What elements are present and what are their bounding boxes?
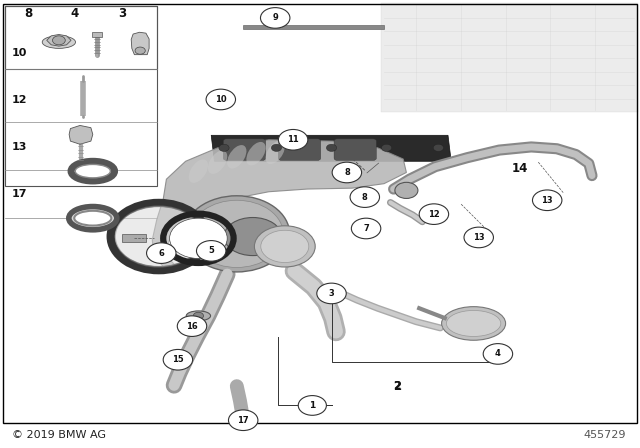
- Text: 10: 10: [215, 95, 227, 104]
- FancyBboxPatch shape: [278, 139, 321, 160]
- Text: 8: 8: [362, 193, 367, 202]
- Text: 7: 7: [364, 224, 369, 233]
- Circle shape: [381, 144, 392, 151]
- Polygon shape: [243, 25, 384, 29]
- Circle shape: [419, 204, 449, 224]
- Text: © 2019 BMW AG: © 2019 BMW AG: [12, 431, 106, 440]
- Ellipse shape: [76, 164, 111, 178]
- Text: 8: 8: [344, 168, 349, 177]
- Ellipse shape: [246, 142, 266, 165]
- Text: 11: 11: [287, 135, 299, 144]
- Circle shape: [317, 283, 346, 304]
- Text: 12: 12: [12, 95, 27, 105]
- Ellipse shape: [447, 310, 501, 336]
- Text: 13: 13: [12, 142, 27, 152]
- Text: 4: 4: [70, 7, 79, 20]
- Circle shape: [170, 218, 227, 258]
- Circle shape: [464, 227, 493, 248]
- Circle shape: [278, 129, 308, 150]
- Circle shape: [433, 144, 444, 151]
- Text: 13: 13: [473, 233, 484, 242]
- Bar: [92, 32, 102, 37]
- Ellipse shape: [442, 306, 506, 340]
- Circle shape: [193, 312, 204, 319]
- Circle shape: [177, 316, 207, 336]
- Circle shape: [52, 36, 65, 45]
- Bar: [5, 6, 157, 186]
- Polygon shape: [131, 32, 149, 55]
- Text: 1: 1: [309, 401, 316, 410]
- Ellipse shape: [189, 159, 208, 183]
- Polygon shape: [69, 125, 93, 144]
- Text: 15: 15: [172, 355, 184, 364]
- FancyBboxPatch shape: [334, 139, 376, 160]
- Text: 9: 9: [273, 13, 278, 22]
- Bar: [5, 6, 157, 69]
- Circle shape: [206, 89, 236, 110]
- Text: 14: 14: [511, 161, 528, 175]
- Polygon shape: [152, 140, 406, 269]
- Circle shape: [228, 410, 258, 431]
- Ellipse shape: [186, 311, 211, 321]
- Text: 5: 5: [208, 246, 214, 255]
- Text: 3: 3: [118, 7, 127, 20]
- Ellipse shape: [224, 218, 282, 255]
- Text: 13: 13: [541, 196, 553, 205]
- Polygon shape: [211, 135, 451, 161]
- Text: 16: 16: [186, 322, 198, 331]
- Ellipse shape: [184, 196, 290, 272]
- Ellipse shape: [208, 151, 227, 174]
- Circle shape: [271, 144, 282, 151]
- Text: 3: 3: [329, 289, 334, 298]
- Text: 12: 12: [428, 210, 440, 219]
- Text: 4: 4: [495, 349, 501, 358]
- Text: 455729: 455729: [584, 431, 626, 440]
- Circle shape: [350, 187, 380, 207]
- Circle shape: [163, 349, 193, 370]
- Text: 8: 8: [24, 7, 33, 20]
- Ellipse shape: [42, 36, 76, 48]
- Bar: [122, 234, 146, 242]
- Circle shape: [135, 47, 145, 54]
- Text: 2: 2: [393, 381, 401, 391]
- Polygon shape: [47, 34, 71, 46]
- Circle shape: [326, 144, 337, 151]
- Ellipse shape: [74, 211, 111, 225]
- Text: 2: 2: [393, 379, 401, 393]
- FancyBboxPatch shape: [223, 139, 266, 160]
- Circle shape: [115, 206, 202, 267]
- Circle shape: [532, 190, 562, 211]
- Circle shape: [483, 344, 513, 364]
- Ellipse shape: [227, 145, 246, 168]
- Ellipse shape: [191, 200, 284, 267]
- Text: 6: 6: [158, 249, 164, 258]
- Circle shape: [298, 396, 326, 415]
- Ellipse shape: [69, 207, 117, 230]
- Circle shape: [395, 182, 418, 198]
- Circle shape: [332, 162, 362, 183]
- Circle shape: [147, 243, 176, 263]
- Text: 10: 10: [12, 48, 27, 58]
- Circle shape: [351, 218, 381, 239]
- Circle shape: [219, 144, 229, 151]
- Circle shape: [260, 8, 290, 28]
- Text: 17: 17: [237, 416, 249, 425]
- Ellipse shape: [261, 230, 309, 263]
- Polygon shape: [381, 3, 638, 112]
- Ellipse shape: [266, 141, 285, 164]
- Circle shape: [196, 241, 226, 261]
- Text: 17: 17: [12, 189, 27, 199]
- Ellipse shape: [255, 226, 315, 267]
